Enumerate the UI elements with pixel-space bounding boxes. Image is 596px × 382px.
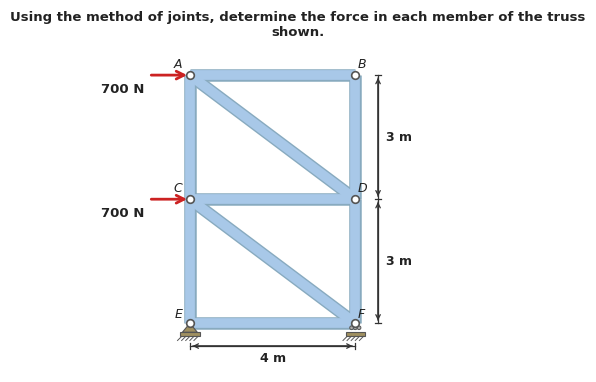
- Text: 700 N: 700 N: [101, 83, 144, 96]
- Circle shape: [357, 326, 361, 330]
- Text: C: C: [173, 182, 182, 195]
- Text: B: B: [358, 58, 366, 71]
- Text: E: E: [175, 308, 182, 321]
- Text: 4 m: 4 m: [259, 352, 285, 365]
- Text: 3 m: 3 m: [386, 131, 411, 144]
- Circle shape: [353, 326, 357, 330]
- Text: 700 N: 700 N: [101, 207, 144, 220]
- Text: F: F: [358, 308, 365, 321]
- Polygon shape: [182, 323, 197, 332]
- Polygon shape: [346, 332, 365, 337]
- Polygon shape: [180, 332, 200, 337]
- Text: 3 m: 3 m: [386, 255, 411, 268]
- Circle shape: [350, 326, 353, 330]
- Text: Using the method of joints, determine the force in each member of the truss show: Using the method of joints, determine th…: [10, 11, 586, 39]
- Text: A: A: [174, 58, 182, 71]
- Text: D: D: [358, 182, 367, 195]
